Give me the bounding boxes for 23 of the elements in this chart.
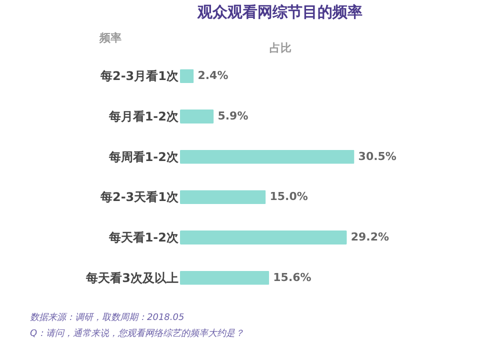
data-label: 2.4%: [198, 69, 228, 82]
bar: [180, 270, 270, 285]
y-tick-label: 每2-3月看1次: [99, 69, 180, 84]
bar: [180, 190, 266, 204]
bar: [180, 109, 214, 124]
bar: [180, 69, 194, 84]
bar: [180, 230, 347, 245]
data-label: 29.2%: [350, 230, 390, 244]
y-axis-title: 频率: [98, 32, 122, 44]
y-tick-label: 每天看3次及以上: [85, 270, 178, 285]
bar: [180, 150, 354, 164]
text: Q：请问，通常来说，您观看网络综艺的频率大约是？: [30, 328, 244, 339]
source-note: 数据来源：调研，取数周期：2018.05: [30, 312, 184, 323]
x-axis-title: 占比: [270, 42, 292, 54]
data-label: 15.0%: [270, 190, 308, 204]
data-label: 5.9%: [218, 109, 248, 122]
y-tick-label: 每月看1-2次: [108, 109, 180, 124]
y-tick-label: 每周看1-2次: [108, 150, 180, 164]
y-tick-label: 每2-3天看1次: [99, 190, 180, 204]
data-label: 30.5%: [358, 150, 396, 163]
chart-title: 观众观看网综节目的频率: [196, 3, 362, 21]
data-label: 15.6%: [273, 270, 312, 284]
y-tick-label: 每天看1-2次: [108, 230, 180, 245]
